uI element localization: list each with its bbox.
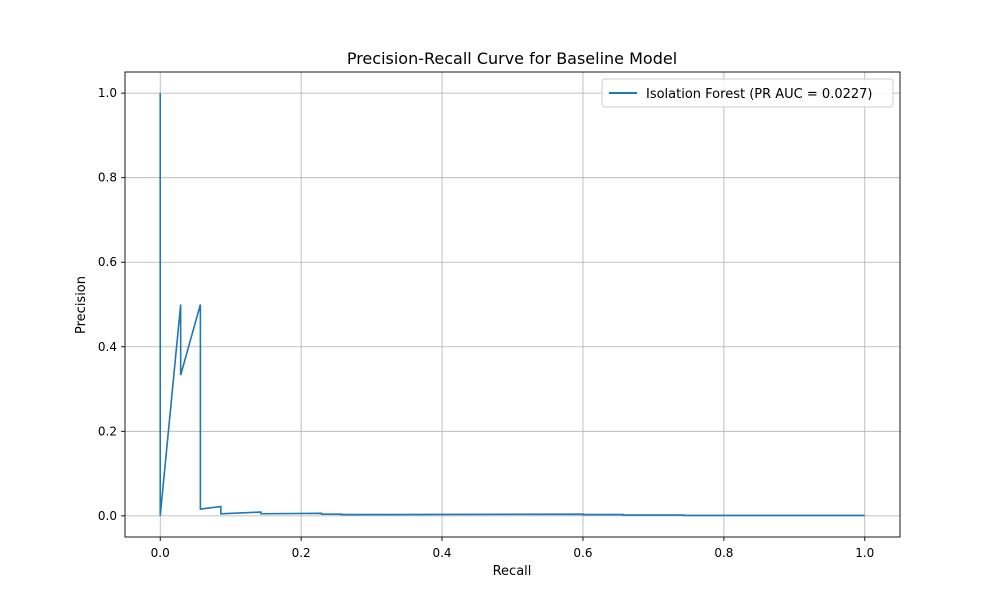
x-axis-label: Recall (493, 564, 532, 579)
y-tick-label: 0.2 (98, 424, 117, 438)
x-tick-label: 0.0 (151, 546, 170, 560)
y-tick-label: 0.6 (98, 255, 117, 269)
y-axis-label: Precision (74, 276, 89, 334)
y-tick-label: 1.0 (98, 86, 117, 100)
series-line-isolation-forest (159, 93, 865, 517)
x-tick-label: 0.8 (714, 546, 733, 560)
plot-frame (124, 71, 901, 538)
legend-label-isolation-forest: Isolation Forest (PR AUC = 0.0227) (646, 87, 872, 102)
x-tick-label: 0.6 (573, 546, 592, 560)
chart-title: Precision-Recall Curve for Baseline Mode… (347, 49, 677, 68)
y-tick-label: 0.8 (98, 171, 117, 185)
x-tick-label: 0.2 (292, 546, 311, 560)
x-tick-label: 0.4 (432, 546, 451, 560)
x-tick-label: 1.0 (855, 546, 874, 560)
y-tick-label: 0.0 (98, 509, 117, 523)
y-axis: 0.0 0.2 0.4 0.6 0.8 1.0 (98, 86, 125, 523)
x-axis: 0.0 0.2 0.4 0.6 0.8 1.0 (151, 537, 874, 560)
legend-box (601, 78, 894, 108)
y-tick-label: 0.4 (98, 340, 117, 354)
series-layer (159, 93, 865, 517)
legend: Isolation Forest (PR AUC = 0.0227) (601, 78, 894, 108)
